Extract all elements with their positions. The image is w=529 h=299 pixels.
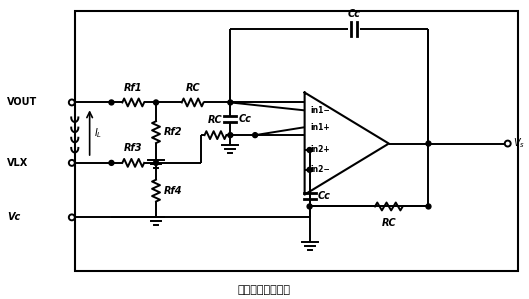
Circle shape [69,160,75,166]
Text: $I_L$: $I_L$ [94,126,102,140]
Circle shape [69,214,75,220]
Bar [75,11,517,271]
Circle shape [153,160,159,165]
Circle shape [505,141,510,147]
Circle shape [153,100,159,105]
Text: Rf1: Rf1 [124,83,142,92]
Text: Rf3: Rf3 [124,143,142,153]
Text: RC: RC [381,218,396,228]
Text: VLX: VLX [7,158,29,168]
Text: Rf4: Rf4 [164,186,183,196]
Text: RC: RC [208,115,223,125]
Circle shape [228,133,233,138]
Text: RC: RC [185,83,200,92]
Text: VOUT: VOUT [7,97,38,107]
Text: Vc: Vc [7,212,21,222]
Circle shape [109,100,114,105]
Text: 无损电流检测电路: 无损电流检测电路 [238,285,291,295]
Circle shape [426,204,431,209]
Circle shape [307,147,312,152]
Circle shape [307,167,312,172]
Text: $V_s$: $V_s$ [513,137,525,150]
Circle shape [253,133,258,138]
Circle shape [307,204,312,209]
Text: Rf2: Rf2 [164,127,183,137]
Text: in1−: in1− [311,106,330,115]
Text: Cc: Cc [317,191,331,201]
Text: Cc: Cc [238,114,251,124]
Text: in2+: in2+ [311,146,330,155]
Text: Cc: Cc [348,9,361,19]
Text: in2−: in2− [311,165,330,174]
Circle shape [426,141,431,146]
Circle shape [228,100,233,105]
Circle shape [109,160,114,165]
Circle shape [69,100,75,106]
Text: in1+: in1+ [311,123,330,132]
